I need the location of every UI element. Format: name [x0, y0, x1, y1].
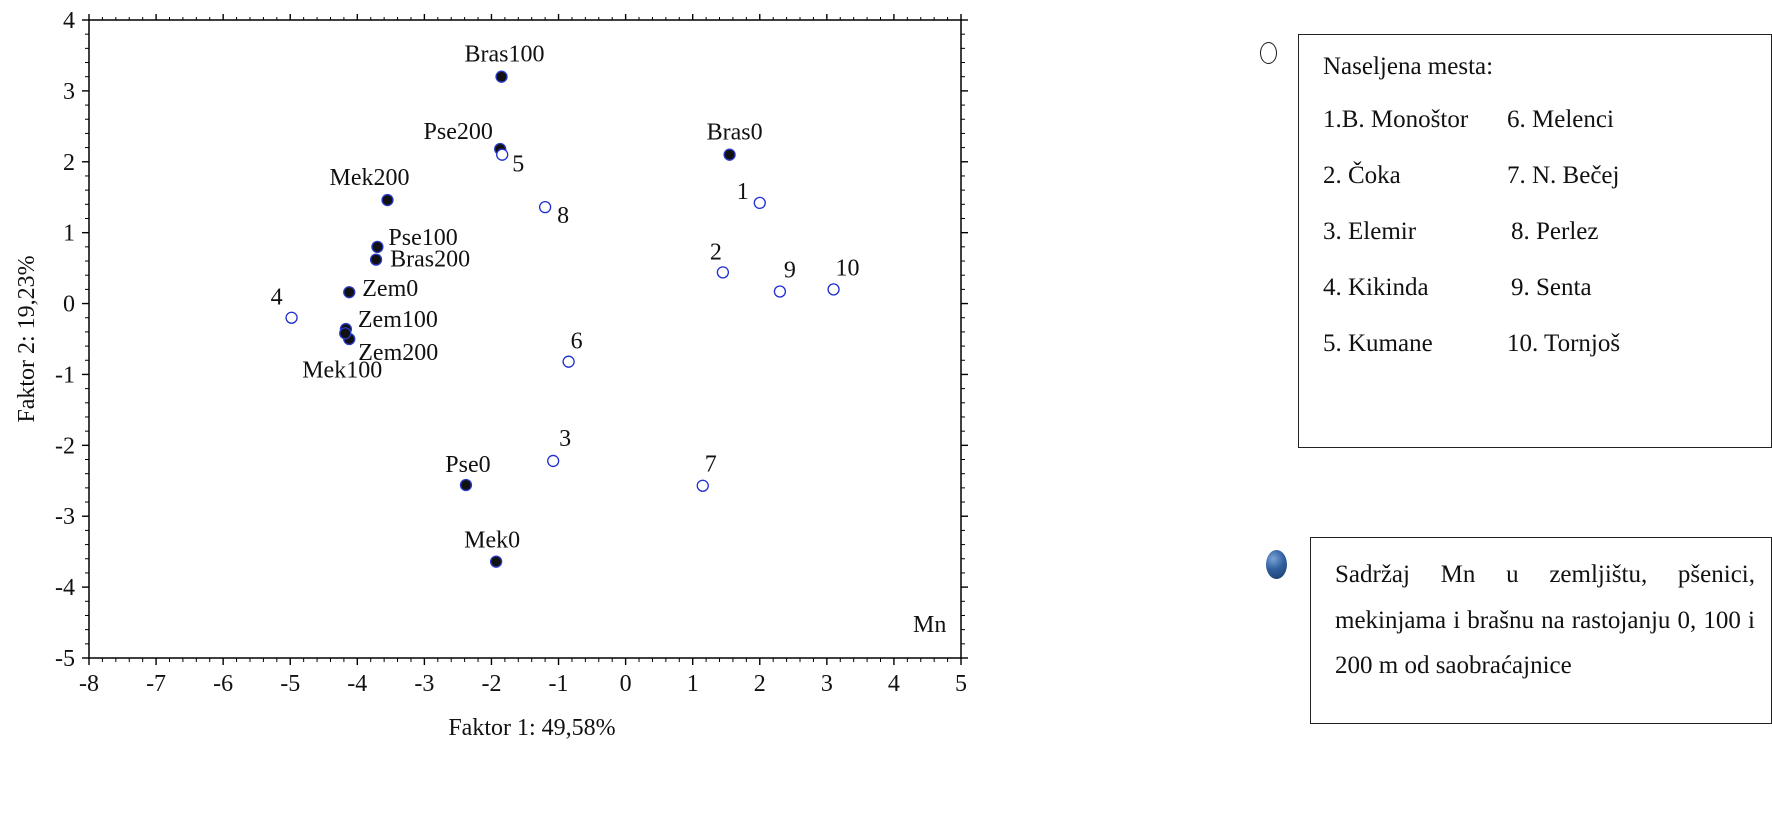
point-label: Bras0 — [707, 120, 763, 146]
data-point-open — [716, 266, 730, 279]
point-label: 3 — [559, 426, 571, 452]
point-label: Pse200 — [424, 119, 493, 145]
place-label: 5. Kumane — [1323, 330, 1433, 357]
y-tick-label: 3 — [63, 79, 75, 105]
point-label: 4 — [271, 285, 283, 311]
point-label: 8 — [557, 203, 569, 229]
place-label: 8. Perlez — [1511, 218, 1599, 245]
data-point-open — [773, 285, 787, 298]
point-label: Pse0 — [445, 452, 490, 478]
y-tick-label: 0 — [63, 292, 75, 318]
point-label: 2 — [710, 239, 722, 265]
places-legend: Naseljena mesta: 1.B. Monoštor 6. Melenc… — [1298, 34, 1772, 448]
place-label: 10. Tornjoš — [1507, 330, 1621, 357]
place-label: 7. N. Bečej — [1507, 162, 1620, 189]
x-tick-label: 0 — [620, 671, 632, 697]
scatter-chart: -8 -7 -6 -5 -4 -3 -2 -1 0 1 2 3 4 5 -5 -4 -3 -2 -1 0 1 2 3 4 Br… — [14, 8, 968, 741]
mn-legend-text: Sadržaj Mn u zemljištu, pšenici, mekinja… — [1335, 561, 1755, 679]
data-point-filled — [381, 193, 394, 207]
point-label: 9 — [784, 258, 796, 284]
place-label: 1.B. Monoštor — [1323, 106, 1469, 133]
y-tick-label: -2 — [55, 433, 75, 459]
plot-frame — [88, 19, 962, 659]
data-point-open — [285, 311, 298, 324]
place-label: 9. Senta — [1511, 274, 1592, 301]
x-tick-label: 1 — [687, 671, 699, 697]
data-point-filled — [339, 327, 352, 340]
point-label: 10 — [836, 255, 860, 281]
point-label: 1 — [737, 179, 749, 205]
y-tick-label: -5 — [55, 646, 75, 672]
filled-ellipse-legend-icon — [1266, 550, 1287, 579]
point-label: Zem0 — [362, 276, 418, 302]
x-tick-label: -4 — [347, 671, 367, 697]
point-label: 5 — [512, 152, 524, 178]
point-label: Bras200 — [390, 247, 470, 273]
data-point-open — [562, 355, 575, 368]
data-point-filled — [723, 148, 736, 161]
data-point-open — [496, 148, 509, 161]
x-axis-title: Faktor 1: 49,58% — [448, 715, 615, 741]
x-tick-label: 3 — [821, 671, 833, 697]
x-tick-label: 4 — [888, 671, 900, 697]
open-circle-legend-icon — [1260, 42, 1277, 64]
point-label: Zem200 — [358, 340, 438, 366]
data-point-filled — [459, 478, 473, 492]
data-point-filled — [343, 286, 356, 299]
y-tick-label: 2 — [63, 150, 75, 176]
y-axis-title: Faktor 2: 19,23% — [14, 255, 40, 422]
data-point-filled — [371, 240, 384, 253]
data-point-open — [538, 200, 552, 214]
point-label: Mek100 — [302, 357, 382, 383]
point-label: Mek0 — [464, 528, 520, 554]
data-point-filled — [490, 555, 503, 568]
point-label: Pse100 — [388, 225, 457, 251]
data-point-open — [827, 283, 840, 296]
x-tick-label: -3 — [414, 671, 434, 697]
place-label: 6. Melenci — [1507, 106, 1614, 133]
place-label: 2. Čoka — [1323, 162, 1401, 189]
x-tick-label: -8 — [79, 671, 99, 697]
place-label: 4. Kikinda — [1323, 274, 1429, 301]
place-label: 3. Elemir — [1323, 218, 1417, 245]
x-tick-label: -6 — [213, 671, 233, 697]
chart-annotation: Mn — [913, 612, 946, 638]
y-tick-label: -3 — [55, 504, 75, 530]
y-tick-label: 4 — [63, 8, 75, 34]
data-point-open — [547, 454, 560, 468]
point-label: 6 — [571, 329, 583, 355]
x-tick-label: -7 — [146, 671, 166, 697]
data-point-open — [753, 196, 766, 210]
x-tick-label: -1 — [549, 671, 569, 697]
point-label: Bras100 — [465, 42, 545, 68]
axis-ticks: -8 -7 -6 -5 -4 -3 -2 -1 0 1 2 3 4 5 -5 -4 -3 -2 -1 0 1 2 3 4 — [55, 8, 968, 697]
point-label: 7 — [705, 452, 717, 478]
x-tick-label: -2 — [481, 671, 501, 697]
x-tick-label: 2 — [754, 671, 766, 697]
x-tick-label: 5 — [955, 671, 967, 697]
point-label: Mek200 — [329, 165, 409, 191]
y-tick-label: -1 — [55, 362, 75, 388]
y-tick-label: -4 — [55, 575, 75, 601]
data-point-filled — [495, 70, 508, 83]
y-tick-label: 1 — [63, 221, 75, 247]
data-point-open — [696, 479, 709, 492]
places-legend-title: Naseljena mesta: — [1323, 53, 1494, 80]
data-point-filled — [369, 253, 383, 266]
point-label: Zem100 — [358, 307, 438, 333]
x-tick-label: -5 — [280, 671, 300, 697]
mn-legend: Sadržaj Mn u zemljištu, pšenici, mekinja… — [1310, 537, 1772, 724]
